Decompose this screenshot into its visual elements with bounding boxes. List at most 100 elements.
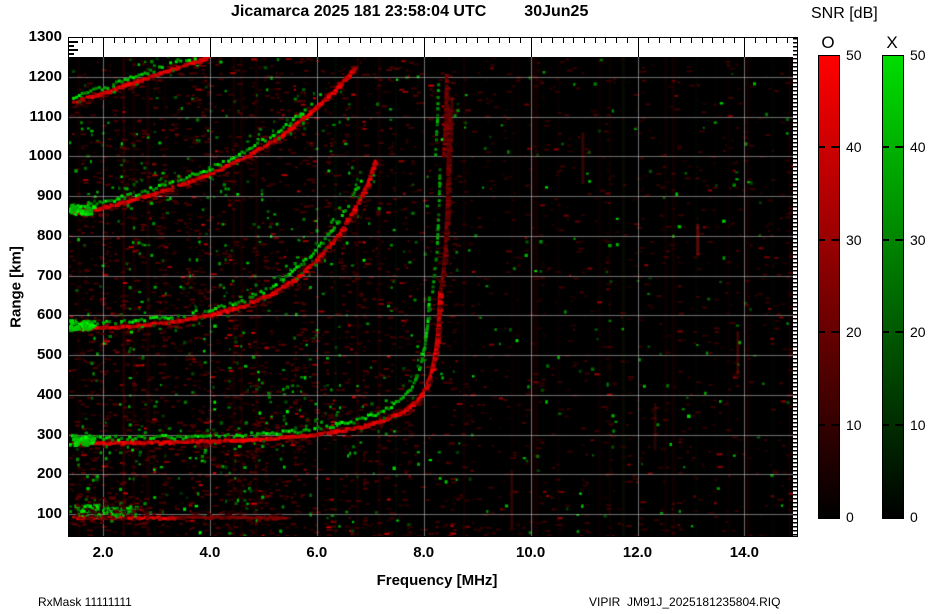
colorbar-x-tick-dash xyxy=(883,331,903,334)
colorbar-x-tick-dash xyxy=(883,423,903,426)
right-tick-strip xyxy=(793,38,797,536)
top-axis-tick xyxy=(669,37,671,43)
top-axis-tick xyxy=(434,37,436,43)
colorbar-o-tick-label: 20 xyxy=(846,324,862,341)
plot-title-datetime: Jicamarca 2025 181 23:58:04 UTC xyxy=(231,3,487,20)
y-tick-label: 900 xyxy=(36,187,62,204)
y-tick-label: 1000 xyxy=(28,147,62,165)
y-tick-label: 800 xyxy=(36,226,62,244)
top-axis-tick xyxy=(541,37,543,43)
top-axis-tick xyxy=(402,37,404,43)
top-axis-tick xyxy=(81,37,83,43)
top-axis-tick xyxy=(199,37,201,43)
top-axis-tick xyxy=(113,37,115,43)
colorbar-x-tick-label: 0 xyxy=(910,509,918,525)
top-axis-tick xyxy=(220,37,222,43)
y-tick-label: 600 xyxy=(36,306,62,324)
top-axis-tick xyxy=(744,37,746,57)
left-axis-tick xyxy=(69,45,74,47)
y-tick-label: 1200 xyxy=(28,67,62,85)
top-axis-tick xyxy=(423,37,425,57)
top-axis-tick xyxy=(509,37,511,43)
top-axis-tick xyxy=(455,37,457,43)
top-axis-tick xyxy=(723,37,725,43)
top-axis-tick xyxy=(776,37,778,43)
y-tick-label: 300 xyxy=(36,425,62,443)
x-axis-label: Frequency [MHz] xyxy=(376,572,498,589)
top-axis-tick xyxy=(103,37,104,57)
top-axis-tick xyxy=(562,37,564,43)
top-axis-tick xyxy=(370,37,372,43)
x-tick-label: 12.0 xyxy=(622,544,653,561)
top-axis-tick xyxy=(263,37,265,43)
colorbar-o-label: O xyxy=(821,33,835,52)
top-axis-tick xyxy=(755,37,757,43)
colorbar-o-tick-label: 50 xyxy=(846,47,862,63)
top-axis-tick xyxy=(391,37,393,43)
x-tick-label: 10.0 xyxy=(515,544,546,561)
top-axis-tick xyxy=(92,37,94,43)
top-axis-tick xyxy=(284,37,286,43)
colorbar-x-tick-label: 40 xyxy=(910,139,926,156)
colorbar-x-tick-label: 50 xyxy=(910,47,926,63)
top-axis-tick xyxy=(712,37,714,43)
top-axis-tick xyxy=(188,37,190,43)
top-axis-tick xyxy=(316,37,318,57)
x-tick-label: 6.0 xyxy=(306,544,328,561)
top-axis-tick xyxy=(252,37,254,43)
top-axis-tick xyxy=(135,37,137,43)
top-axis-tick xyxy=(295,37,297,43)
top-axis-tick xyxy=(124,37,126,43)
rxmask-annotation: RxMask 11111111 xyxy=(38,595,132,609)
top-axis-tick xyxy=(306,37,308,43)
top-axis-tick xyxy=(605,37,607,43)
left-axis-tick xyxy=(69,41,78,43)
colorbar-o-tick-label: 0 xyxy=(846,509,854,525)
x-tick-label: 4.0 xyxy=(199,544,221,561)
colorbar-x-tick-dash xyxy=(883,146,903,149)
top-axis-tick xyxy=(413,37,414,43)
top-axis-tick xyxy=(787,37,789,43)
left-axis-tick xyxy=(69,53,74,55)
colorbar-o-tick-label: 40 xyxy=(846,139,862,156)
colorbar-o-tick-label: 10 xyxy=(846,416,862,433)
y-tick-label: 1300 xyxy=(28,28,62,45)
y-tick-label: 100 xyxy=(36,505,62,522)
colorbar-x-tick-label: 30 xyxy=(910,231,926,248)
top-axis-tick xyxy=(445,37,447,43)
top-axis-tick xyxy=(380,37,382,43)
plot-title: Jicamarca 2025 181 23:58:04 UTC 30Jun25 xyxy=(231,3,588,21)
top-axis-tick xyxy=(680,37,682,43)
top-axis-tick xyxy=(765,37,767,43)
top-axis-tick xyxy=(551,37,553,43)
top-tick-strip xyxy=(68,37,798,57)
y-tick-label: 500 xyxy=(36,346,62,363)
top-axis-tick xyxy=(519,37,521,43)
x-tick-label: 2.0 xyxy=(92,544,114,561)
top-axis-tick xyxy=(338,37,340,43)
left-axis-tick xyxy=(69,49,78,51)
top-axis-tick xyxy=(498,37,500,43)
top-axis-tick xyxy=(701,37,703,43)
colorbar-o-tick-dash xyxy=(819,423,839,426)
colorbar-o-gradient xyxy=(818,55,840,519)
top-axis-tick xyxy=(241,37,243,43)
colorbar-o-tick-dash xyxy=(819,146,839,149)
top-axis-tick xyxy=(573,37,575,43)
x-tick-label: 14.0 xyxy=(729,544,759,561)
y-tick-label: 1100 xyxy=(29,107,62,125)
top-axis-tick xyxy=(616,37,618,43)
y-tick-label: 700 xyxy=(36,266,62,284)
colorbar-x-label: X xyxy=(886,33,898,52)
top-axis-tick xyxy=(167,37,169,43)
top-axis-tick xyxy=(487,37,489,43)
top-axis-tick xyxy=(477,37,479,43)
top-axis-tick xyxy=(733,37,735,43)
top-axis-tick xyxy=(584,37,586,43)
colorbar-x-tick-dash xyxy=(883,238,903,241)
top-axis-tick xyxy=(231,37,233,43)
colorbar-title: SNR [dB] xyxy=(811,5,878,22)
top-axis-tick xyxy=(145,37,147,43)
top-axis-tick xyxy=(466,37,468,43)
top-axis-tick xyxy=(359,37,361,43)
